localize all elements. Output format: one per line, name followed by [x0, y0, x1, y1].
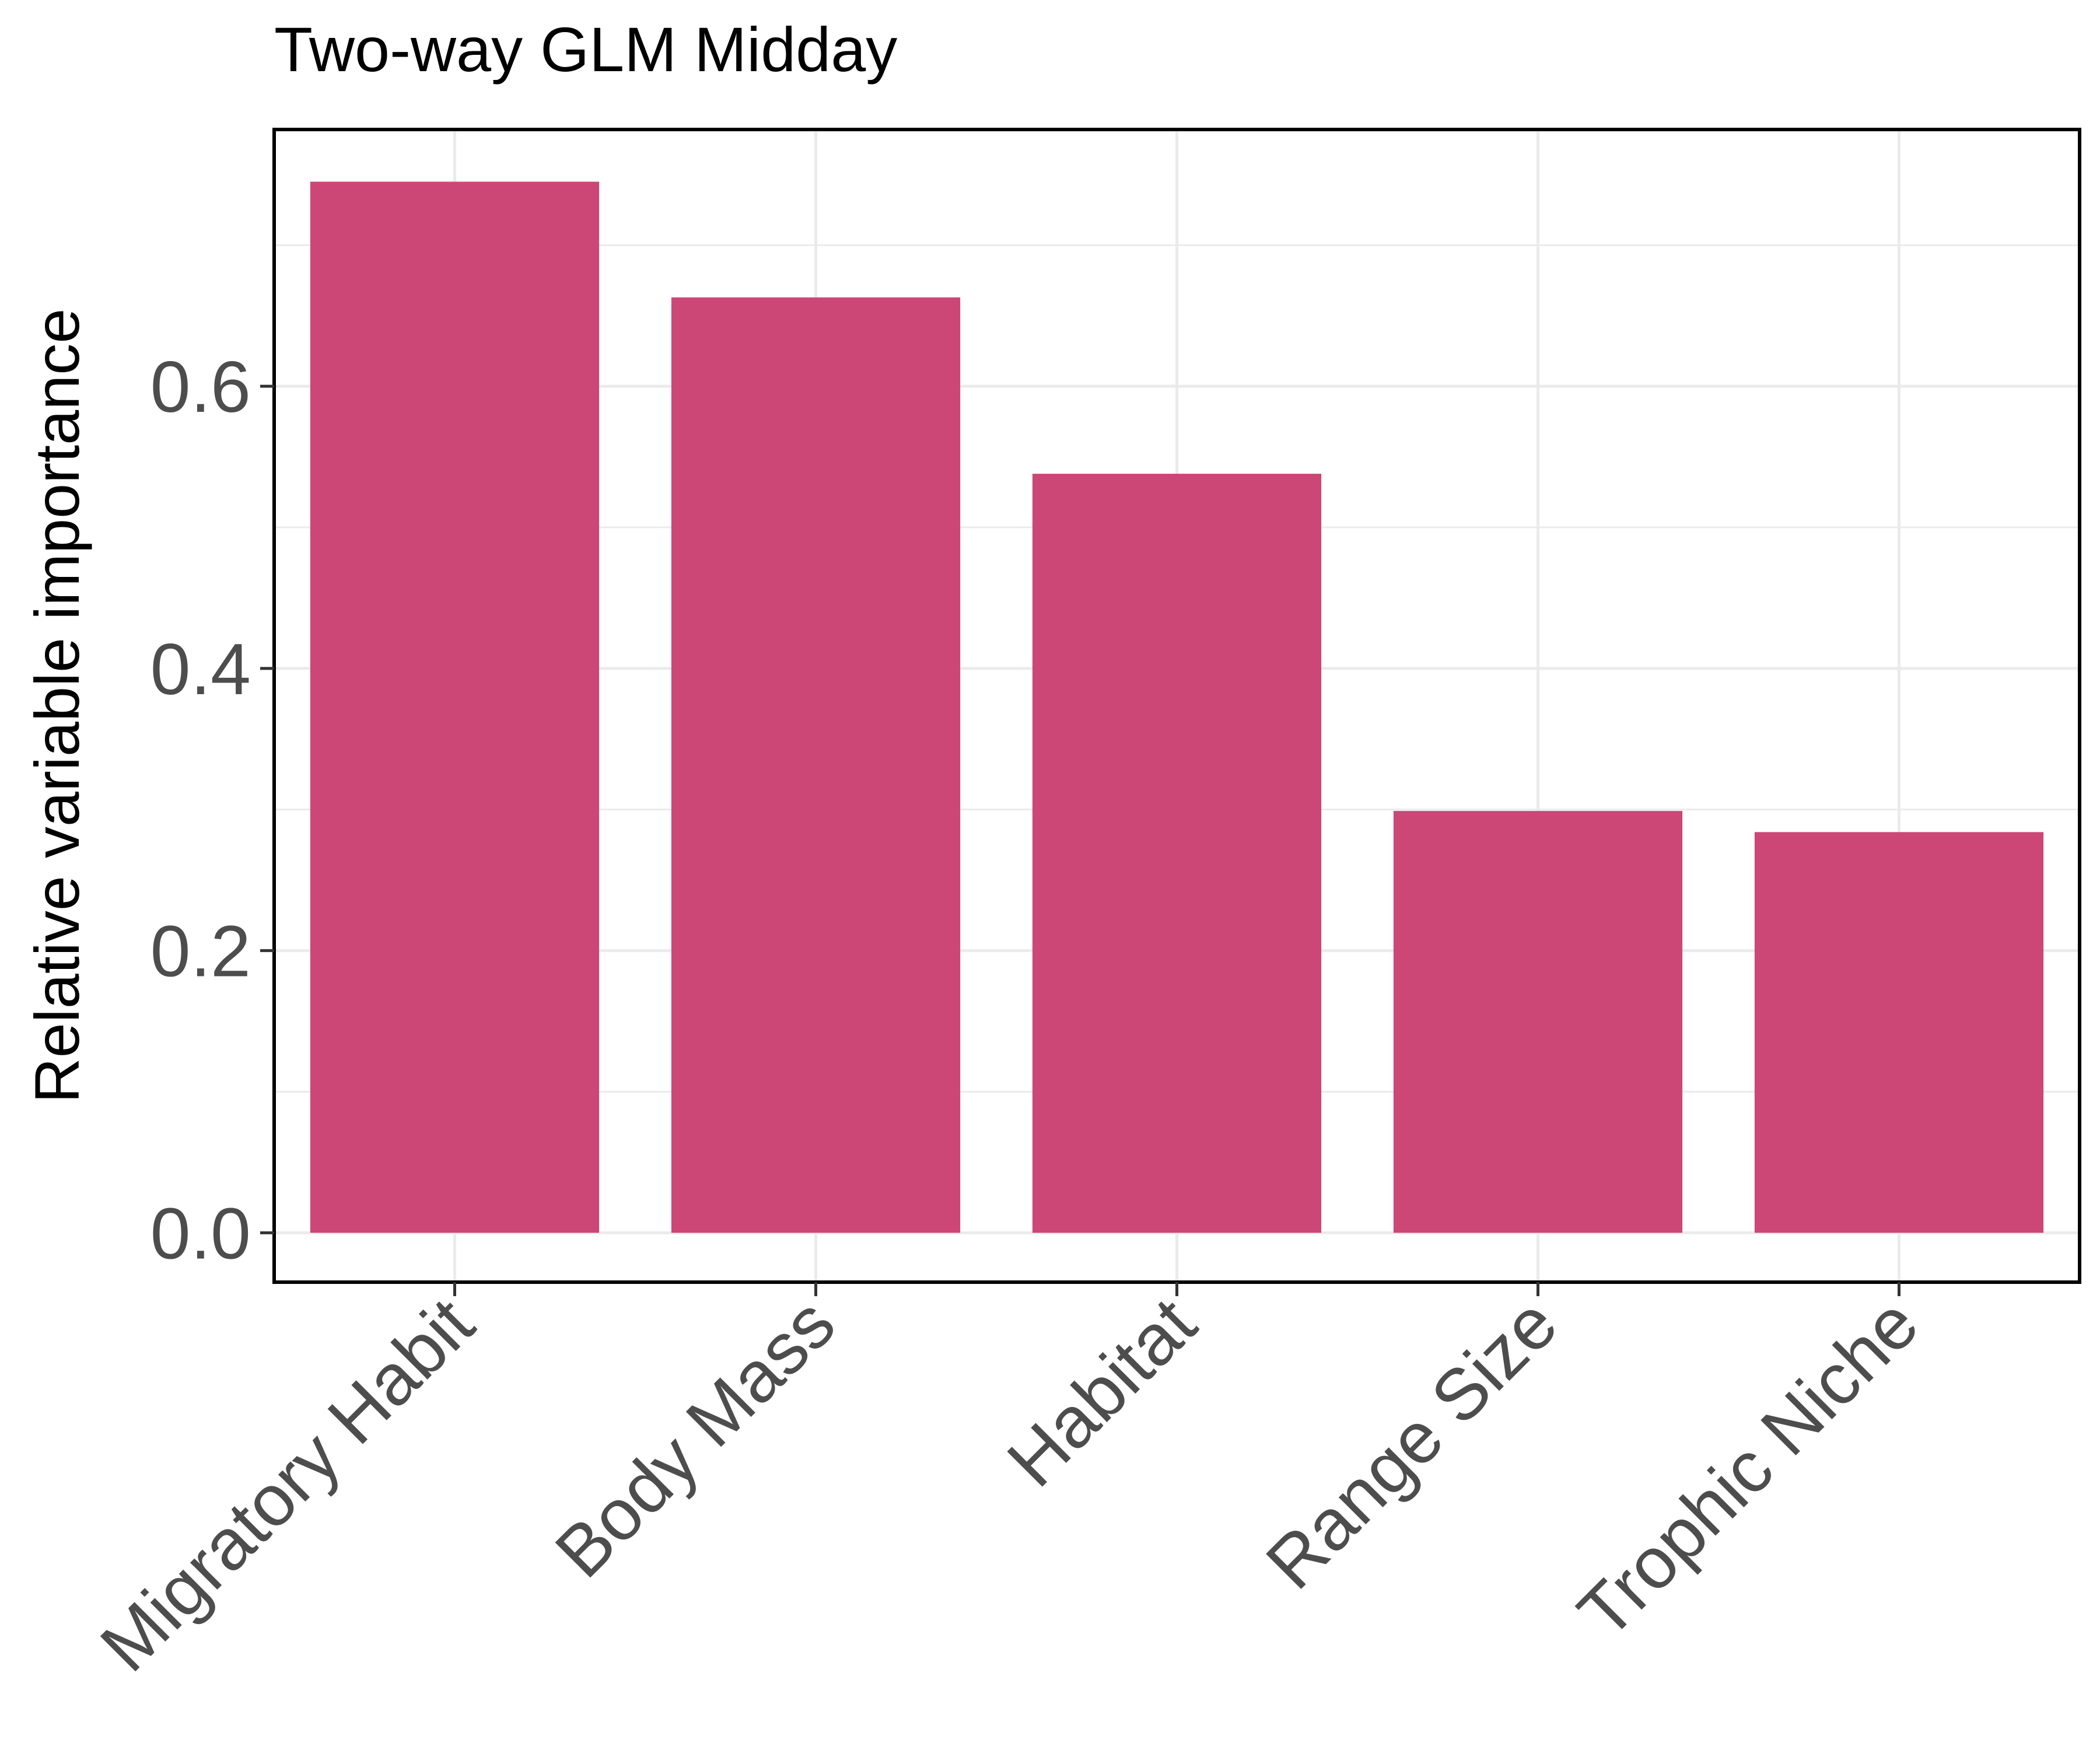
bars: [310, 181, 2044, 1233]
chart-title: Two-way GLM Midday: [274, 14, 897, 85]
y-axis-label: Relative variable importance: [22, 309, 92, 1104]
bar-range-size: [1393, 811, 1683, 1233]
y-tick-label: 0.2: [150, 912, 251, 992]
x-tick-label: Range Size: [1251, 1283, 1573, 1605]
bar-body-mass: [671, 297, 961, 1233]
x-axis-ticks: Migratory Habit Body Mass Habitat Range Siz…: [86, 1282, 1934, 1687]
bar-migratory-habit: [310, 181, 600, 1233]
y-tick-label: 0.0: [150, 1194, 251, 1274]
bar-trophic-niche: [1754, 832, 2044, 1233]
y-tick-label: 0.4: [150, 629, 251, 710]
bar-habitat: [1032, 474, 1322, 1233]
y-tick-label: 0.6: [150, 347, 251, 428]
x-tick-label: Trophic Niche: [1563, 1283, 1933, 1654]
x-tick-label: Body Mass: [540, 1283, 850, 1593]
y-axis-ticks: 0.0 0.2 0.4 0.6: [150, 347, 274, 1274]
x-tick-label: Habitat: [992, 1283, 1211, 1502]
x-tick-label: Migratory Habit: [86, 1283, 489, 1687]
